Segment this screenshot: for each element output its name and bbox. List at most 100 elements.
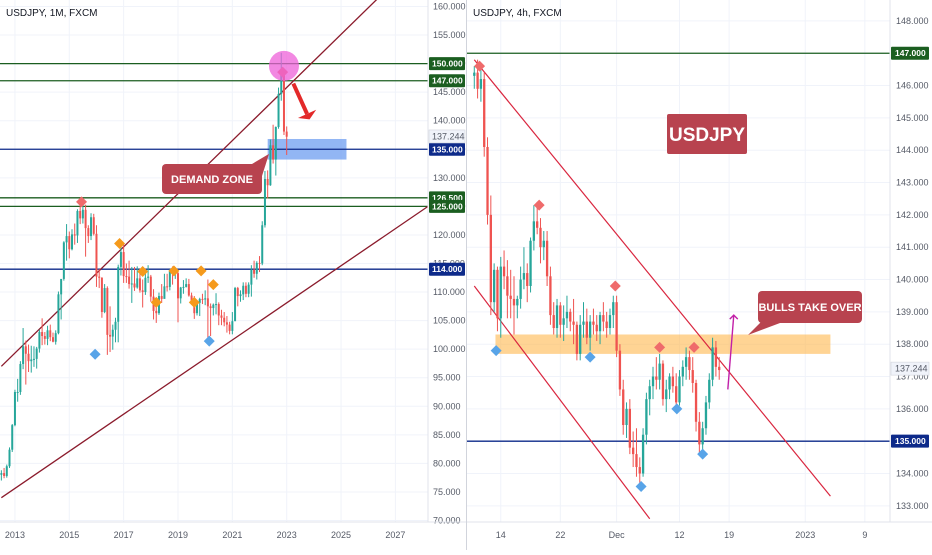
right-time-tick: 2023 xyxy=(795,530,815,540)
left-channel-lower xyxy=(0,205,429,499)
right-candle-body xyxy=(522,273,526,280)
right-candle-body xyxy=(698,421,701,445)
right-candle-body xyxy=(714,347,718,367)
right-price-tick: 134.000 xyxy=(896,469,929,479)
left-price-tick: 105.000 xyxy=(433,316,466,326)
right-time-tick: 19 xyxy=(724,530,734,540)
right-time-axis[interactable]: 14 22 Dec 12 19 2023 9 xyxy=(496,530,868,540)
left-candle-body xyxy=(22,346,25,365)
right-candle-body xyxy=(668,376,671,390)
right-trend-channel xyxy=(473,59,831,520)
right-candle-body xyxy=(641,434,645,474)
left-candle-body xyxy=(242,285,245,295)
right-candle-body xyxy=(661,363,665,400)
left-horizontal-levels xyxy=(0,62,428,270)
right-candle-body xyxy=(608,315,612,329)
left-candle-body xyxy=(274,127,277,160)
left-candle-body xyxy=(272,145,275,160)
left-candle-body xyxy=(179,287,182,299)
right-candle-body xyxy=(509,295,512,299)
right-candle-body xyxy=(648,386,651,400)
left-last-price-label: 137.244 xyxy=(432,131,465,141)
right-price-tick: 141.000 xyxy=(896,242,929,252)
left-level-label: 150.000 xyxy=(432,59,463,69)
left-level-tag xyxy=(429,142,465,156)
right-candle-body xyxy=(539,227,542,248)
right-candle-body xyxy=(559,305,562,325)
right-price-tick: 138.000 xyxy=(896,339,929,349)
left-candle-body xyxy=(231,321,234,331)
left-candle-body xyxy=(0,473,3,475)
orange-diamond-marker xyxy=(207,279,219,291)
left-candle-body xyxy=(196,302,199,314)
right-chart-panel[interactable]: USDJPY BULLS TAKE OVER USDJPY, 4h, FXCM xyxy=(467,0,890,522)
left-candle-body xyxy=(204,298,207,300)
orange-diamond-marker xyxy=(114,238,126,250)
right-candle-body xyxy=(675,386,678,403)
down-arrow-shaft xyxy=(291,82,309,115)
left-time-tick: 2015 xyxy=(59,530,79,540)
right-candle-body xyxy=(536,221,539,228)
left-candle-body xyxy=(19,364,22,392)
right-horizontal-levels xyxy=(467,52,890,442)
right-candle-body xyxy=(549,276,552,316)
left-candle-body xyxy=(277,93,280,128)
red-diamond-marker xyxy=(533,199,545,211)
left-candle-body xyxy=(215,304,218,306)
left-price-tick: 95.000 xyxy=(433,373,461,383)
left-last-price-tag xyxy=(428,129,466,144)
right-symbol-title: USDJPY, 4h, FXCM xyxy=(473,8,562,19)
left-candle-body xyxy=(92,217,95,234)
left-candle-body xyxy=(217,304,220,316)
left-time-tick: 2013 xyxy=(5,530,25,540)
left-candle-body xyxy=(261,225,264,264)
left-price-tick: 120.000 xyxy=(433,230,466,240)
left-price-axis[interactable]: 160.000 155.000 150.000 145.000 140.000 135.0… xyxy=(428,2,466,526)
blue-diamond-marker xyxy=(203,335,215,347)
blue-diamond-marker xyxy=(671,403,683,415)
right-price-tick: 140.000 xyxy=(896,275,929,285)
left-candle-body xyxy=(46,330,49,339)
left-annotations: DEMAND ZONE xyxy=(162,50,317,194)
right-price-tick: 144.000 xyxy=(896,145,929,155)
left-price-tick: 85.000 xyxy=(433,430,461,440)
left-candle-body xyxy=(255,262,258,274)
left-candle-body xyxy=(239,294,242,297)
left-candle-body xyxy=(247,284,250,294)
right-price-tick: 145.000 xyxy=(896,113,929,123)
right-candle-body xyxy=(628,408,632,448)
left-time-axis[interactable]: 2013 2015 2017 2019 2021 2023 2025 2027 xyxy=(5,530,405,540)
blue-diamond-marker xyxy=(584,351,596,363)
left-candle-body xyxy=(62,242,65,279)
right-candle-body xyxy=(711,347,714,380)
right-price-tick: 136.000 xyxy=(896,404,929,414)
right-candles xyxy=(473,59,721,484)
right-time-tick: 12 xyxy=(674,530,684,540)
left-candle-body xyxy=(176,273,179,299)
right-candle-body xyxy=(486,146,489,215)
right-candle-body xyxy=(496,269,499,319)
left-candle-body xyxy=(11,425,14,450)
left-candle-body xyxy=(84,209,87,229)
right-candle-body xyxy=(615,302,618,351)
left-candle-body xyxy=(3,473,6,476)
right-candle-body xyxy=(569,311,572,322)
left-candle-body xyxy=(144,277,147,293)
left-candle-body xyxy=(212,304,215,309)
left-candle-body xyxy=(193,304,196,314)
right-candle-body xyxy=(625,408,628,426)
left-candle-body xyxy=(130,283,133,285)
left-chart-panel[interactable]: DEMAND ZONE USDJPY, 1M, FXCM xyxy=(0,0,429,522)
right-candle-body xyxy=(506,276,509,296)
left-level-tag xyxy=(429,199,465,213)
right-candle-body xyxy=(502,266,506,277)
right-level-tag xyxy=(891,46,929,60)
right-price-axis[interactable]: 148.000 147.000 146.000 145.000 144.000 143.0… xyxy=(890,16,930,511)
left-candle-body xyxy=(163,286,166,299)
left-level-label: 135.000 xyxy=(432,144,463,154)
left-candle-body xyxy=(60,278,63,295)
red-diamond-marker xyxy=(76,196,88,208)
left-candle-body xyxy=(160,296,163,299)
left-candle-body xyxy=(182,286,185,288)
